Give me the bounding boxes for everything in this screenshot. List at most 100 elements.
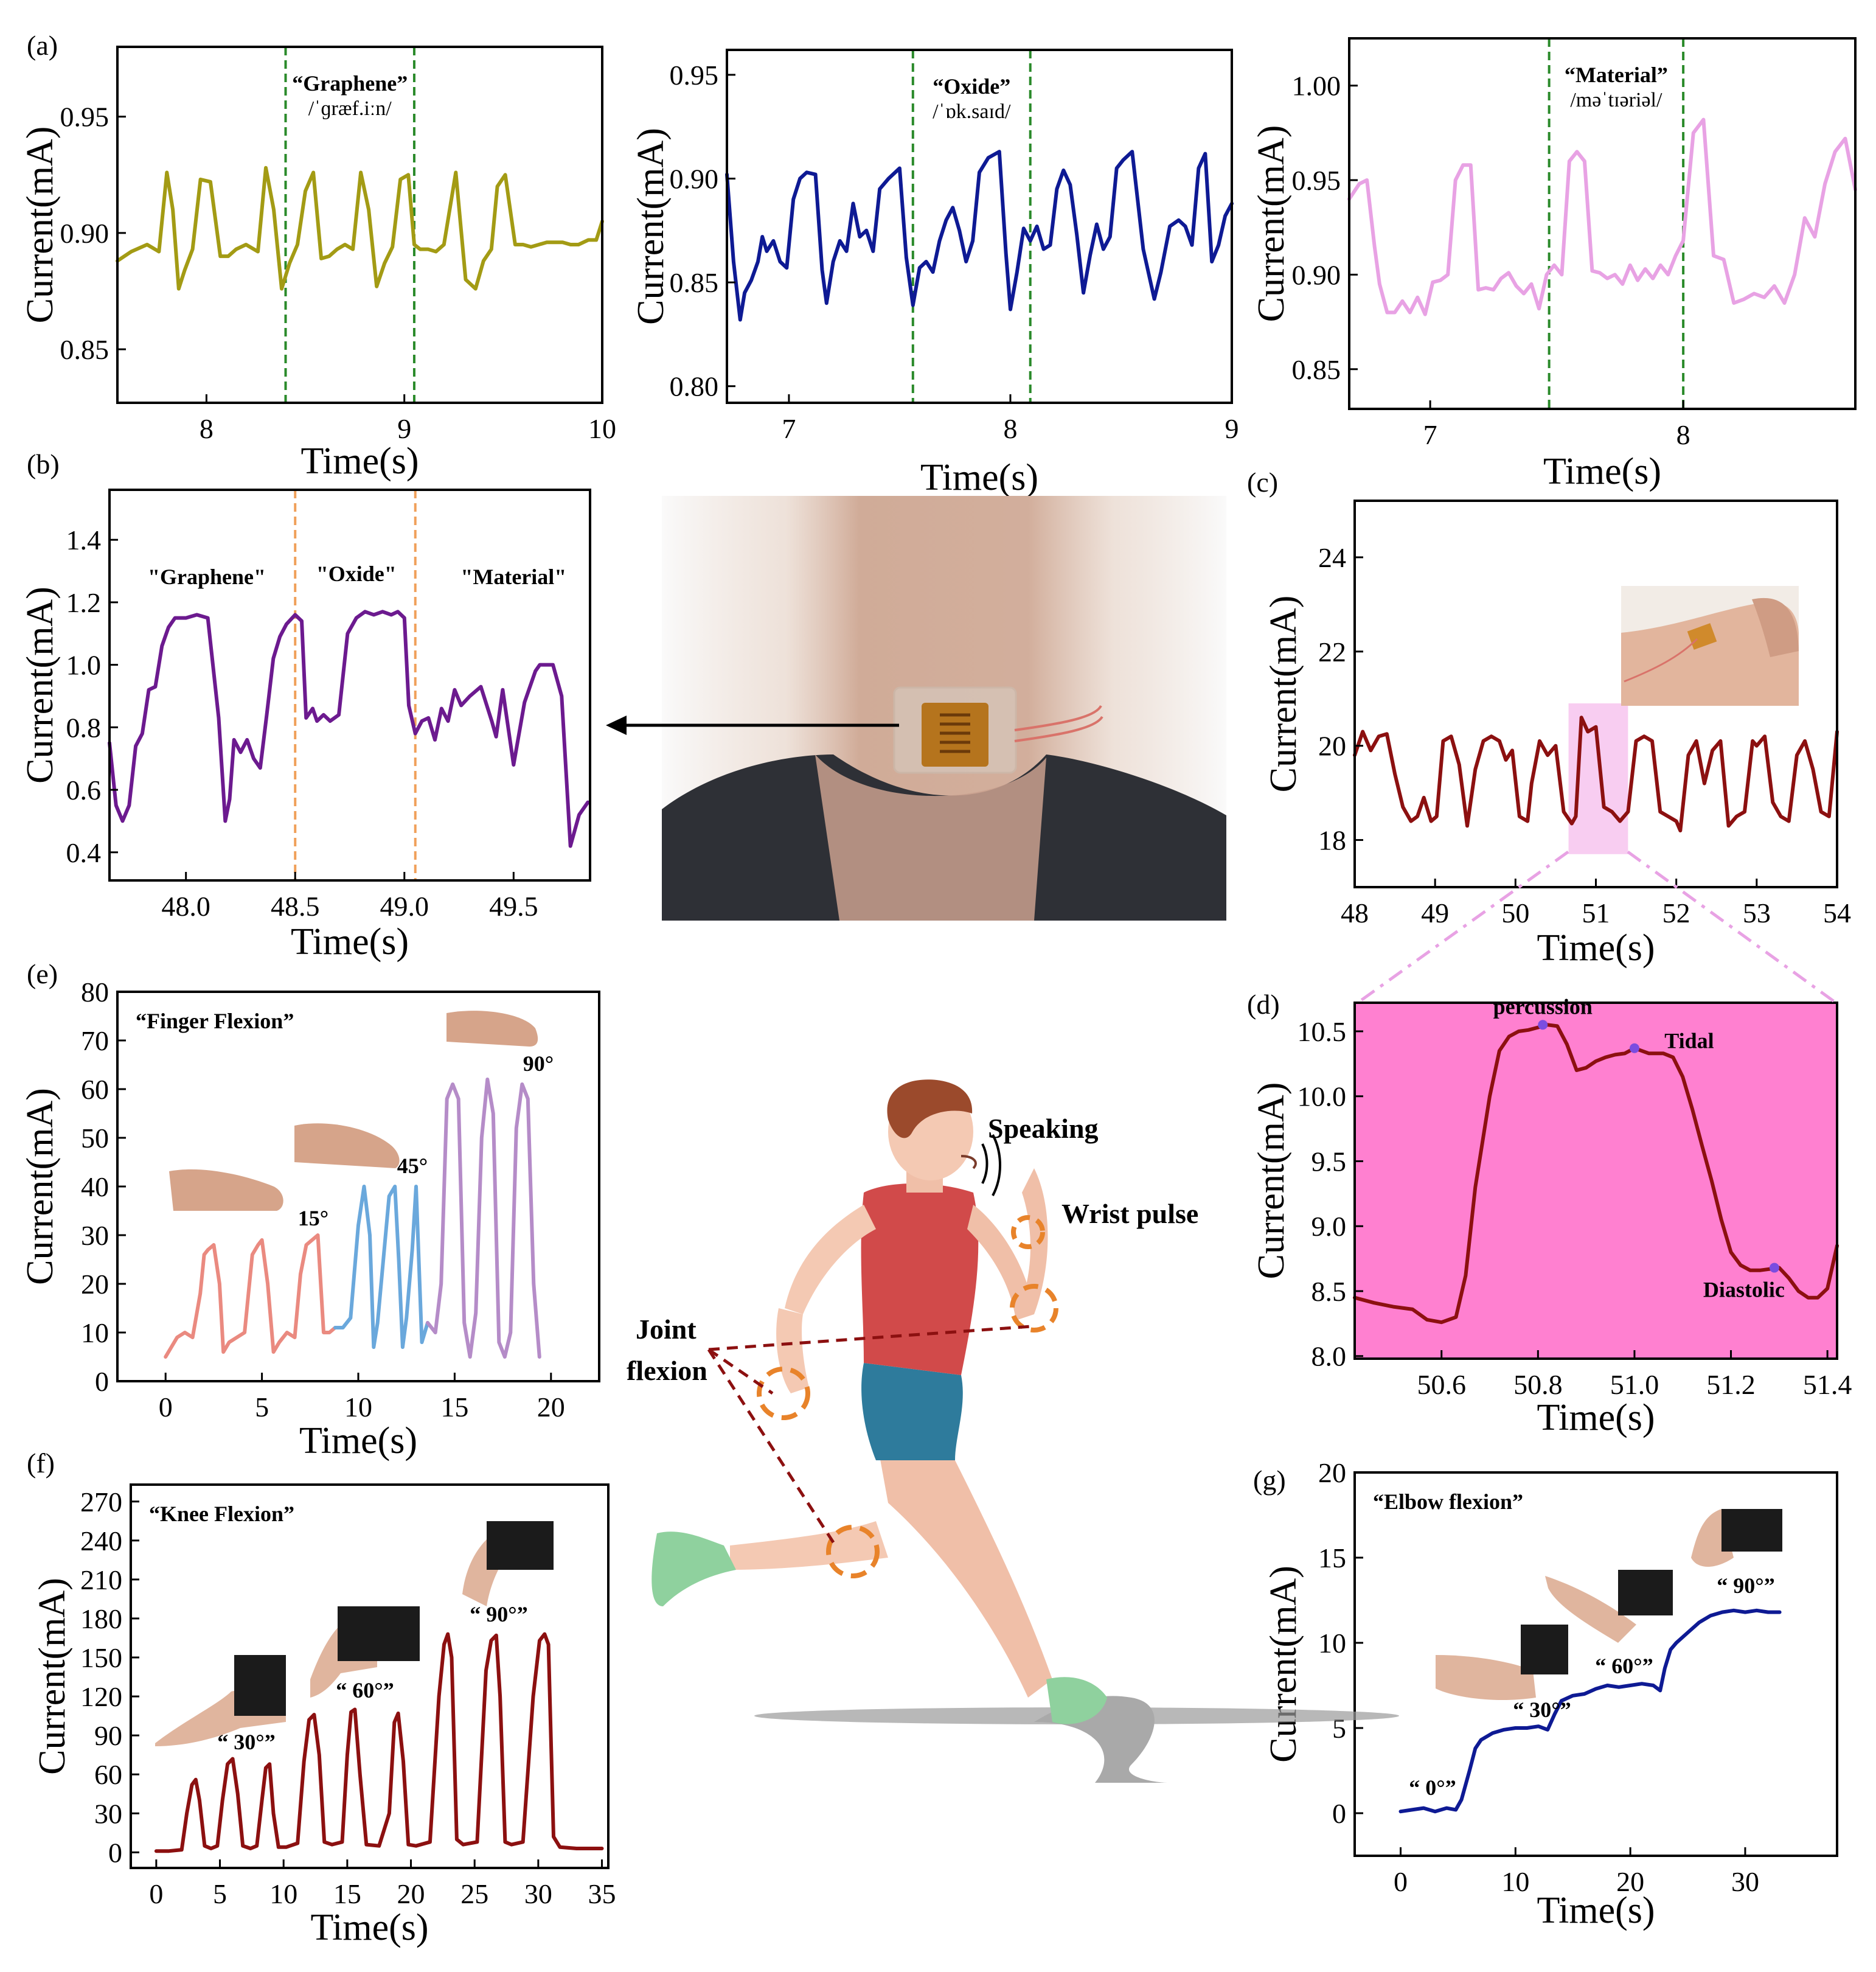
- y-axis-label: Current(mA): [19, 1088, 61, 1285]
- y-tick-label: 0.95: [670, 60, 719, 91]
- word-label: “Material”: [1565, 63, 1668, 87]
- x-tick-label: 51.4: [1803, 1369, 1852, 1400]
- x-axis-label: Time(s): [1537, 1890, 1655, 1931]
- wrist-pulse-label: Wrist pulse: [1061, 1198, 1198, 1229]
- annotation-label: Tidal: [1664, 1029, 1714, 1053]
- y-tick-label: 9.5: [1311, 1146, 1347, 1177]
- y-tick-label: 180: [80, 1603, 122, 1634]
- annotation-point: [1769, 1263, 1779, 1273]
- plot-frame: [108, 489, 591, 882]
- chart-a-graphene: 8 9 10 0.85 0.90 0.95 Time(s) Current(mA) “Graph…: [19, 46, 616, 482]
- finger-photo-45: [294, 1123, 400, 1168]
- y-axis-label: Current(mA): [32, 1578, 73, 1775]
- y-tick-label: 20: [81, 1269, 109, 1300]
- y-tick-label: 20: [1318, 731, 1346, 762]
- series-line: [154, 1632, 604, 1853]
- chart-a-material: 7 8 0.85 0.90 0.95 1.00 Time(s) Current(mA) “Mat…: [1251, 37, 1857, 492]
- x-tick-label: 30: [1731, 1866, 1759, 1897]
- x-tick-label: 0: [149, 1878, 163, 1909]
- series-line: [116, 165, 604, 291]
- plot-frame: [1348, 37, 1857, 410]
- x-tick-label: 20: [1616, 1866, 1644, 1897]
- finger-photo-90: [446, 1011, 538, 1047]
- x-tick-label: 50.8: [1513, 1369, 1563, 1400]
- chart-f-knee: 0 5 10 15 20 25 30 35 0 30 60 90 120 150 180 210 240 270 T…: [32, 1483, 616, 1948]
- x-axis-label: Time(s): [1537, 1397, 1655, 1438]
- panel-label-d: (d): [1247, 989, 1280, 1020]
- panel-label-g: (g): [1253, 1465, 1286, 1496]
- annotation-label: percussion: [1493, 994, 1593, 1019]
- arrow-photo-to-b: [606, 716, 899, 735]
- finger-photos: [169, 1011, 538, 1211]
- x-tick-label: 52: [1662, 897, 1690, 929]
- phonetic-label: /ˈɡræf.iːn/: [308, 97, 392, 120]
- y-tick-label: 270: [80, 1486, 122, 1517]
- plot-frame: [1353, 1471, 1838, 1857]
- x-tick-label: 8: [1676, 419, 1690, 450]
- phonetic-label: /məˈtɪəriəl/: [1570, 89, 1662, 111]
- x-tick-label: 51.0: [1610, 1369, 1659, 1400]
- series-line: [1347, 117, 1857, 316]
- elbow-photo-60: [1545, 1570, 1673, 1643]
- neck-photo: [662, 496, 1226, 921]
- x-tick-label: 20: [397, 1878, 425, 1909]
- angle-label: 90°: [523, 1051, 554, 1076]
- y-tick-label: 0.90: [670, 164, 719, 195]
- x-axis-label: Time(s): [299, 1420, 417, 1462]
- x-tick-label: 50.6: [1417, 1369, 1466, 1400]
- y-tick-label: 0.85: [670, 267, 719, 298]
- series-line-1: [333, 1185, 429, 1349]
- flexion-label: flexion: [627, 1355, 707, 1386]
- x-tick-label: 15: [333, 1878, 361, 1909]
- elbow-photo-90: [1691, 1509, 1782, 1567]
- y-tick-label: 0.85: [1292, 354, 1341, 385]
- y-tick-label: 18: [1318, 825, 1346, 856]
- speaking-label: Speaking: [988, 1113, 1099, 1144]
- chart-d-pulse-zoom: 50.6 50.8 51.0 51.2 51.4 8.0 8.5 9.0 9.5 10.0 10.5…: [1251, 994, 1852, 1438]
- x-tick-label: 51.2: [1706, 1369, 1756, 1400]
- chart-b-throat: 48.0 48.5 49.0 49.5 0.4 0.6 0.8 1.0 1.2 1.4 Time(s…: [19, 489, 591, 963]
- series-line: [725, 150, 1234, 322]
- knee-photo-60: [310, 1606, 420, 1698]
- annotation-point: [1538, 1020, 1548, 1030]
- runner-illustration: Speaking Wrist pulse Joint flexion: [627, 1079, 1399, 1783]
- x-tick-label: 10: [588, 413, 616, 444]
- y-tick-label: 8.0: [1311, 1341, 1347, 1372]
- y-tick-label: 1.00: [1292, 71, 1341, 102]
- x-tick-label: 35: [588, 1878, 616, 1909]
- angle-label: “ 60°”: [336, 1678, 394, 1702]
- y-tick-label: 0: [95, 1366, 109, 1397]
- angle-label: “ 30°”: [217, 1730, 275, 1754]
- x-tick-label: 53: [1743, 897, 1771, 929]
- y-tick-label: 30: [81, 1220, 109, 1251]
- y-axis-label: Current(mA): [1263, 596, 1304, 793]
- x-tick-label: 30: [524, 1878, 552, 1909]
- chart-title: “Finger Flexion”: [136, 1009, 294, 1033]
- zoom-connector: [1357, 850, 1837, 1005]
- x-tick-label: 51: [1582, 897, 1610, 929]
- x-tick-label: 9: [1225, 413, 1239, 444]
- plot-background: [1355, 1003, 1837, 1359]
- chart-e-finger: 0 5 10 15 20 0 10 20 30 40 50 60 70 80 Time(s) Current(…: [19, 977, 600, 1462]
- x-tick-label: 8: [1003, 413, 1017, 444]
- y-tick-label: 15: [1318, 1542, 1346, 1573]
- y-tick-label: 0: [108, 1837, 122, 1868]
- x-tick-label: 8: [200, 413, 214, 444]
- y-tick-label: 80: [81, 977, 109, 1008]
- y-tick-label: 30: [94, 1798, 122, 1829]
- y-axis-label: Current(mA): [19, 587, 61, 784]
- x-axis-label: Time(s): [1537, 927, 1655, 969]
- y-tick-label: 0.80: [670, 371, 719, 402]
- y-tick-label: 60: [81, 1074, 109, 1105]
- series-line-2: [426, 1078, 541, 1359]
- x-tick-label: 0: [159, 1392, 173, 1423]
- x-tick-label: 5: [213, 1878, 227, 1909]
- angle-label: “ 60°”: [1595, 1654, 1653, 1678]
- knee-photo-90: [462, 1521, 554, 1606]
- y-tick-label: 0.4: [66, 837, 102, 868]
- y-tick-label: 9.0: [1311, 1211, 1347, 1242]
- y-tick-label: 10: [81, 1317, 109, 1348]
- plot-frame: [726, 49, 1233, 404]
- y-tick-label: 8.5: [1311, 1276, 1347, 1307]
